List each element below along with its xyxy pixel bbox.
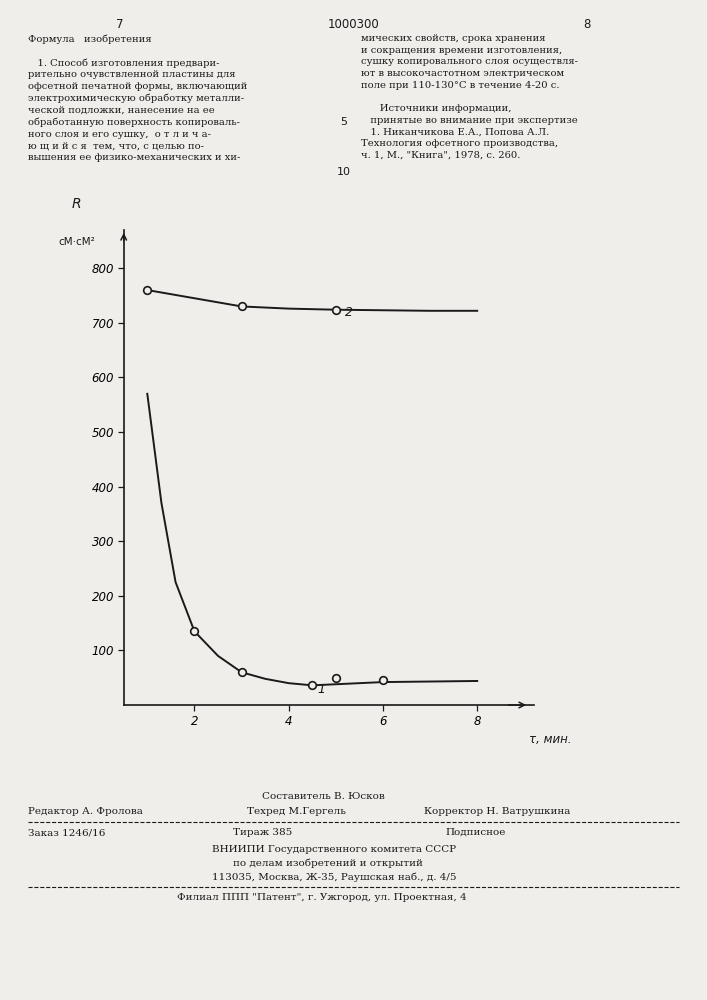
- Text: τ, мин.: τ, мин.: [529, 734, 571, 746]
- Text: сМ·сМ²: сМ·сМ²: [58, 237, 95, 247]
- Text: Составитель В. Юсков: Составитель В. Юсков: [262, 792, 385, 801]
- Text: Корректор Н. Ватрушкина: Корректор Н. Ватрушкина: [424, 807, 571, 816]
- Text: 2: 2: [345, 306, 354, 319]
- Text: Заказ 1246/16: Заказ 1246/16: [28, 828, 105, 837]
- Text: Техред М.Гергель: Техред М.Гергель: [247, 807, 346, 816]
- Text: 113035, Москва, Ж-35, Раушская наб., д. 4/5: 113035, Москва, Ж-35, Раушская наб., д. …: [212, 873, 457, 882]
- Text: 5: 5: [340, 117, 347, 127]
- Text: 1: 1: [317, 683, 325, 696]
- Text: Подписное: Подписное: [445, 828, 506, 837]
- Text: 8: 8: [583, 18, 590, 31]
- Text: 7: 7: [117, 18, 124, 31]
- Text: R: R: [71, 197, 81, 211]
- Text: мических свойств, срока хранения
и сокращения времени изготовления,
сушку копиро: мических свойств, срока хранения и сокра…: [361, 34, 578, 160]
- Text: 10: 10: [337, 167, 351, 177]
- Text: Редактор А. Фролова: Редактор А. Фролова: [28, 807, 143, 816]
- Text: Формула   изобретения

   1. Способ изготовления предвари-
рительно очувствленно: Формула изобретения 1. Способ изготовлен…: [28, 34, 247, 162]
- Text: Филиал ППП "Патент", г. Ужгород, ул. Проектная, 4: Филиал ППП "Патент", г. Ужгород, ул. Про…: [177, 893, 467, 902]
- Text: 1000300: 1000300: [327, 18, 380, 31]
- Text: Тираж 385: Тираж 385: [233, 828, 293, 837]
- Text: ВНИИПИ Государственного комитета СССР: ВНИИПИ Государственного комитета СССР: [212, 845, 456, 854]
- Text: по делам изобретений и открытий: по делам изобретений и открытий: [233, 859, 423, 868]
